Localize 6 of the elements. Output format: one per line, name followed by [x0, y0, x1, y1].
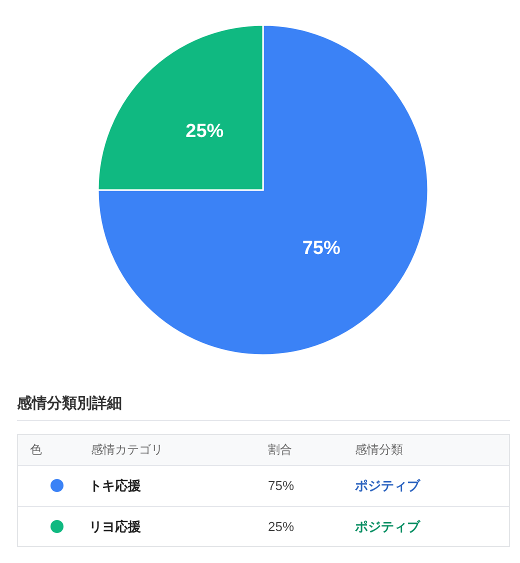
text: 感情分類別詳細 [16, 395, 122, 412]
legend-label: リヨ応援 [89, 519, 141, 534]
legend-label: トキ応援 [89, 478, 141, 493]
pie: 75% 25% [97, 24, 429, 356]
data-label: 25% [186, 121, 224, 142]
data-label: 75% [302, 238, 340, 259]
